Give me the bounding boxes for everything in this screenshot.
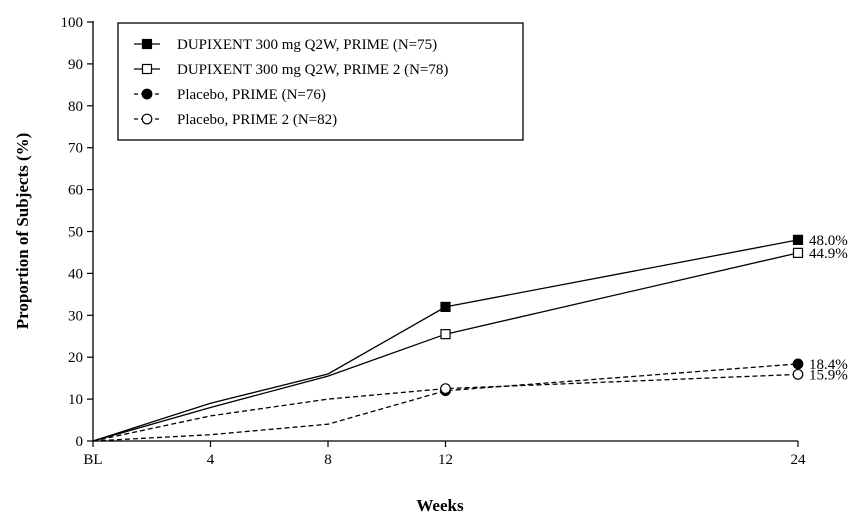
legend-entry: Placebo, PRIME 2 (N=82) — [177, 112, 337, 128]
data-label: 18.4% — [809, 357, 848, 373]
y-tick-label: 70 — [68, 141, 83, 157]
data-point — [440, 329, 451, 340]
series-line — [92, 373, 799, 442]
legend-marker — [141, 113, 153, 125]
series-3: 18.4% — [92, 357, 848, 442]
y-axis: 0 10 20 30 40 50 60 70 80 90 100 — [61, 15, 94, 450]
x-tick-label: BL — [83, 452, 102, 468]
y-tick-label: 0 — [76, 434, 84, 450]
x-tick-label: 12 — [438, 452, 453, 468]
series-line — [92, 363, 799, 442]
x-axis: BL 4 8 12 24 — [83, 440, 807, 468]
y-tick-label: 100 — [61, 15, 84, 31]
legend-entry: DUPIXENT 300 mg Q2W, PRIME 2 (N=78) — [177, 62, 448, 78]
data-point — [792, 234, 804, 245]
y-tick-label: 30 — [68, 308, 83, 324]
y-tick-label: 40 — [68, 266, 83, 282]
y-tick-label: 50 — [68, 225, 83, 241]
y-axis-title: Proportion of Subjects (%) — [13, 133, 32, 330]
legend-entry: DUPIXENT 300 mg Q2W, PRIME (N=75) — [177, 37, 437, 53]
legend-marker — [141, 38, 153, 50]
series-line — [92, 252, 799, 442]
data-label: 15.9% — [809, 367, 848, 383]
data-point — [792, 358, 804, 370]
data-point — [792, 247, 804, 258]
series-line — [92, 239, 799, 442]
x-tick-label: 4 — [207, 452, 215, 468]
x-tick-label: 8 — [324, 452, 332, 468]
legend-entry: Placebo, PRIME (N=76) — [177, 87, 326, 103]
y-tick-label: 20 — [68, 350, 83, 366]
data-point — [440, 383, 451, 395]
legend-marker — [141, 63, 153, 75]
data-point — [792, 368, 804, 380]
legend-box — [117, 22, 524, 141]
y-tick-label: 60 — [68, 183, 83, 199]
series-4: 15.9% — [92, 367, 848, 442]
data-label: 48.0% — [809, 233, 848, 249]
data-label: 44.9% — [809, 246, 848, 262]
y-tick-label: 90 — [68, 57, 83, 73]
data-point — [440, 301, 451, 313]
series-1: 48.0% — [92, 233, 848, 442]
x-tick-label: 24 — [791, 452, 807, 468]
legend-marker — [141, 88, 153, 100]
series-layer: 48.0%44.9% 18.4%15.9% — [92, 233, 848, 442]
legend: DUPIXENT 300 mg Q2W, PRIME (N=75) DUPIXEN… — [117, 22, 524, 141]
series-2: 44.9% — [92, 246, 848, 442]
y-tick-label: 10 — [68, 392, 83, 408]
x-axis-title: Weeks — [416, 496, 464, 515]
y-tick-label: 80 — [68, 99, 83, 115]
